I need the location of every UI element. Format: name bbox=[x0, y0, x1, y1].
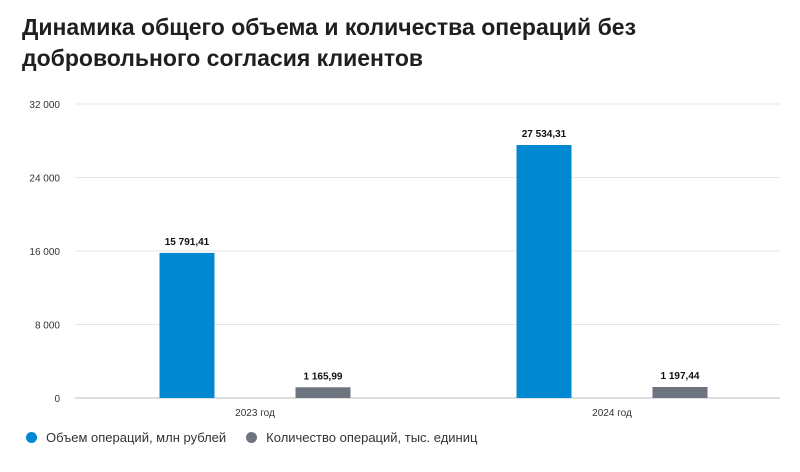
legend-item-volume[interactable]: Объем операций, млн рублей bbox=[26, 430, 226, 445]
bar[interactable] bbox=[516, 145, 572, 398]
legend-swatch-volume bbox=[26, 432, 37, 443]
data-label: 15 791,41 bbox=[165, 237, 210, 248]
legend-label-volume: Объем операций, млн рублей bbox=[46, 430, 227, 445]
legend: Объем операций, млн рублей Количество оп… bbox=[26, 430, 497, 445]
x-axis-ticks: 2023 год 2024 год bbox=[235, 408, 632, 419]
x-tick-label: 2023 год bbox=[235, 408, 275, 419]
bars bbox=[159, 145, 708, 398]
data-label: 27 534,31 bbox=[522, 129, 567, 140]
bar[interactable] bbox=[295, 387, 351, 398]
data-label: 1 165,99 bbox=[304, 371, 343, 382]
bar[interactable] bbox=[652, 386, 708, 398]
legend-label-count: Количество операций, тыс. единиц bbox=[266, 430, 478, 445]
bar[interactable] bbox=[159, 252, 215, 398]
y-tick-label: 0 bbox=[54, 394, 60, 405]
y-tick-label: 24 000 bbox=[29, 174, 60, 185]
legend-item-count[interactable]: Количество операций, тыс. единиц bbox=[246, 430, 477, 445]
y-axis-ticks: 0 8 000 16 000 24 000 32 000 bbox=[29, 100, 60, 405]
x-tick-label: 2024 год bbox=[592, 408, 632, 419]
y-tick-label: 8 000 bbox=[35, 321, 60, 332]
y-tick-label: 32 000 bbox=[29, 100, 60, 111]
chart-title: Динамика общего объема и количества опер… bbox=[22, 14, 637, 71]
y-tick-label: 16 000 bbox=[29, 247, 60, 258]
data-labels: 15 791,41 27 534,31 1 165,99 1 197,44 bbox=[165, 129, 700, 382]
legend-swatch-count bbox=[246, 432, 258, 443]
data-label: 1 197,44 bbox=[661, 371, 700, 382]
